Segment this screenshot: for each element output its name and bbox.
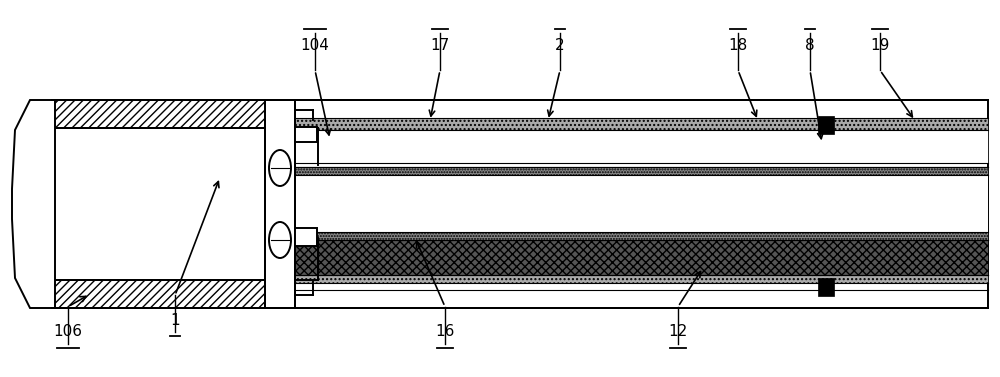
Text: 18: 18 <box>728 38 748 53</box>
Bar <box>52 100 265 128</box>
Bar <box>295 130 988 163</box>
Bar <box>295 118 988 130</box>
Bar <box>295 167 988 175</box>
Bar <box>295 240 988 275</box>
Bar <box>52 280 265 308</box>
Text: 1: 1 <box>170 313 180 328</box>
Bar <box>295 232 988 240</box>
Bar <box>52 128 265 280</box>
Text: 104: 104 <box>301 38 329 53</box>
Text: 17: 17 <box>430 38 450 53</box>
Bar <box>295 275 988 283</box>
Bar <box>295 127 317 142</box>
Ellipse shape <box>269 150 291 186</box>
Bar <box>295 175 988 232</box>
Text: 19: 19 <box>870 38 890 53</box>
Bar <box>295 228 317 246</box>
Bar <box>265 100 295 308</box>
Text: 12: 12 <box>668 324 688 339</box>
Polygon shape <box>12 100 55 308</box>
Text: 106: 106 <box>54 324 82 339</box>
Text: 16: 16 <box>435 324 455 339</box>
Bar <box>818 278 834 296</box>
Text: 8: 8 <box>805 38 815 53</box>
Bar <box>818 116 834 134</box>
Bar <box>295 100 988 308</box>
Text: 2: 2 <box>555 38 565 53</box>
Ellipse shape <box>269 222 291 258</box>
